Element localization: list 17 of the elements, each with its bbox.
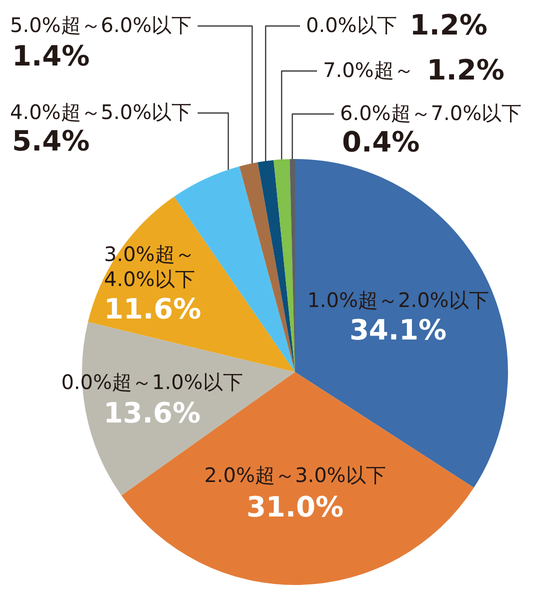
- data-label: 34.1%: [349, 313, 447, 346]
- slice-label: 6.0%超～7.0%以下: [340, 101, 522, 126]
- slice-label: 0.0%超～1.0%以下: [61, 370, 243, 394]
- data-label: 1.4%: [12, 39, 90, 72]
- data-label: 1.2%: [426, 53, 504, 86]
- slice-label: 2.0%超～3.0%以下: [204, 463, 386, 488]
- slice-label: 1.0%超～2.0%以下: [307, 288, 489, 312]
- data-label: 1.2%: [410, 8, 488, 42]
- data-label: 11.6%: [104, 292, 202, 326]
- slice-label: 0.0%以下: [306, 13, 397, 38]
- data-label: 31.0%: [246, 490, 344, 524]
- slice-label: 4.0%超～5.0%以下: [10, 100, 192, 124]
- data-label: 13.6%: [103, 396, 201, 430]
- slice-label: 7.0%超～: [323, 58, 414, 82]
- data-label: 0.4%: [342, 125, 420, 158]
- data-label: 5.4%: [12, 124, 90, 158]
- slice-label: 5.0%超～6.0%以下: [10, 13, 192, 38]
